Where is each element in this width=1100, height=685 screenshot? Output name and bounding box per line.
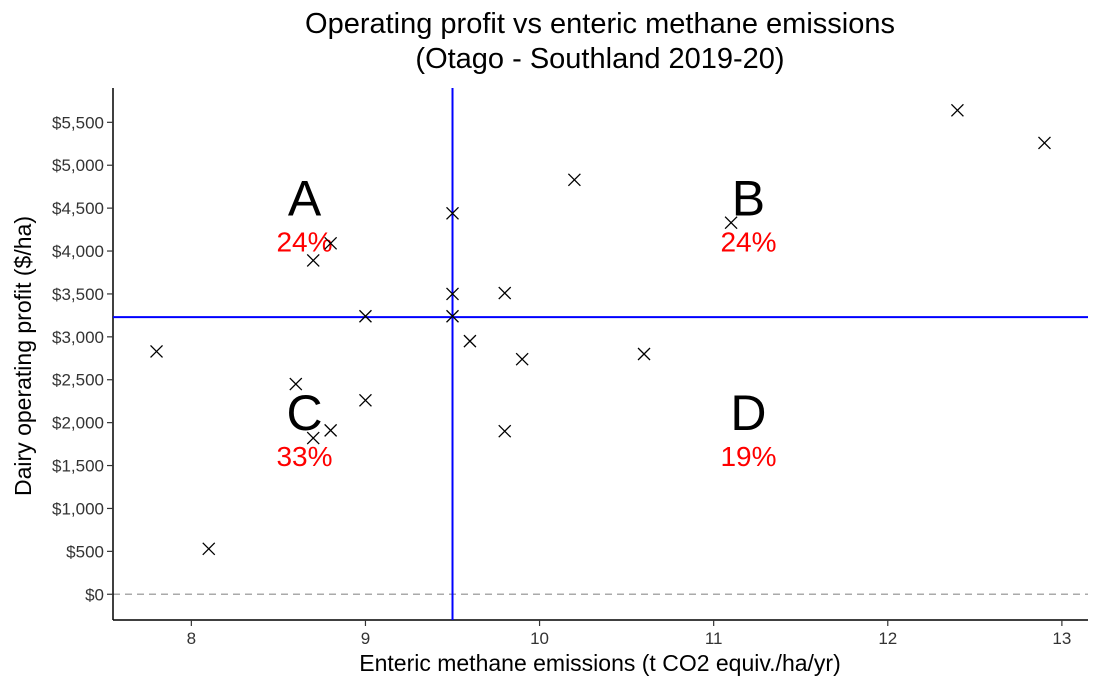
data-point [202, 542, 216, 556]
quadrant-letter: D [730, 385, 766, 441]
x-tick-label: 11 [705, 629, 723, 648]
data-point [358, 309, 372, 323]
data-point [637, 347, 651, 361]
y-tick-label: $5,000 [52, 156, 104, 175]
data-point [324, 236, 338, 250]
quadrant-letter: C [286, 385, 322, 441]
data-point [724, 216, 738, 230]
y-tick-label: $2,000 [52, 414, 104, 433]
y-tick-label: $1,500 [52, 457, 104, 476]
x-tick-label: 13 [1052, 629, 1071, 648]
data-point [289, 377, 303, 391]
data-point [306, 431, 320, 445]
quadrant-letter: B [732, 171, 765, 227]
y-axis-title: Dairy operating profit ($/ha) [10, 216, 36, 496]
quadrant-percent: 19% [720, 441, 776, 472]
y-tick-label: $4,000 [52, 242, 104, 261]
chart-title: Operating profit vs enteric methane emis… [305, 8, 895, 40]
data-point [1038, 136, 1051, 150]
quadrant-letter: A [288, 171, 322, 227]
y-tick-label: $3,000 [52, 328, 104, 347]
y-tick-label: $4,500 [52, 199, 104, 218]
plot-area: 8 9 10 11 12 13 $0 $500 $1,000 $1,500 $2,000 $2,500… [52, 88, 1088, 648]
y-tick-label: $1,000 [52, 499, 104, 518]
quadrant-percent: 33% [276, 441, 332, 472]
quadrant-percent: 24% [276, 227, 332, 258]
y-tick-label: $0 [85, 585, 104, 604]
data-point [358, 393, 372, 407]
y-tick-label: $500 [66, 542, 104, 561]
y-tick-label: $5,500 [52, 113, 104, 132]
x-tick-label: 8 [187, 629, 196, 648]
data-point [446, 287, 459, 301]
y-tick-label: $2,500 [52, 371, 104, 390]
data-point [463, 334, 477, 348]
data-point [306, 254, 320, 267]
data-point [150, 344, 163, 358]
data-point [446, 206, 459, 220]
data-point [950, 103, 964, 117]
quadrant-percent: 24% [720, 227, 776, 258]
data-point [498, 286, 512, 300]
data-point [515, 352, 529, 366]
y-tick-label: $3,500 [52, 285, 104, 304]
data-point [498, 424, 512, 438]
x-tick-label: 12 [878, 629, 897, 648]
x-tick-label: 9 [361, 629, 370, 648]
data-point [446, 309, 459, 323]
chart-subtitle: (Otago - Southland 2019-20) [415, 43, 784, 75]
data-point [324, 423, 338, 437]
x-axis-title: Enteric methane emissions (t CO2 equiv./… [359, 650, 840, 676]
x-tick-label: 10 [530, 629, 549, 648]
data-point [567, 173, 581, 187]
